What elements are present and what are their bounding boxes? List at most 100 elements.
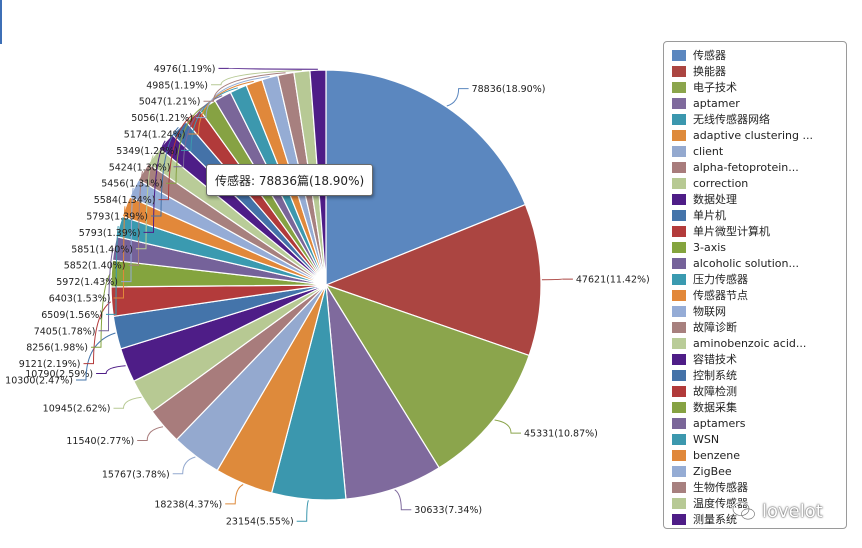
data-label: 4985(1.19%) xyxy=(146,80,208,91)
legend-swatch xyxy=(672,209,686,221)
legend-swatch xyxy=(672,465,686,477)
legend-item[interactable]: 换能器 xyxy=(672,63,846,79)
legend-item[interactable]: WSN xyxy=(672,431,846,447)
edge-accent xyxy=(0,0,2,44)
legend-swatch xyxy=(672,225,686,237)
legend-item[interactable]: 单片微型计算机 xyxy=(672,223,846,239)
legend-item[interactable]: 电子技术 xyxy=(672,79,846,95)
legend-swatch xyxy=(672,161,686,173)
tooltip: 传感器: 78836篇(18.90%) xyxy=(206,164,374,196)
leader-line xyxy=(113,396,142,409)
legend-label: 生物传感器 xyxy=(693,481,748,494)
legend-item[interactable]: 容错技术 xyxy=(672,351,846,367)
legend-item[interactable]: 压力传感器 xyxy=(672,271,846,287)
pie-slice[interactable] xyxy=(324,203,542,357)
data-label: 18238(4.37%) xyxy=(154,499,222,510)
legend-swatch xyxy=(672,113,686,125)
data-label: 5793(1.39%) xyxy=(86,212,148,223)
legend-item[interactable]: correction xyxy=(672,175,846,191)
legend-label: ZigBee xyxy=(693,464,732,478)
leader-line xyxy=(166,104,208,184)
legend-swatch xyxy=(672,81,686,93)
legend-swatch xyxy=(672,337,686,349)
data-label: 30633(7.34%) xyxy=(414,505,482,516)
data-label: 11540(2.77%) xyxy=(66,436,134,447)
legend-swatch xyxy=(672,417,686,429)
data-label: 15767(3.78%) xyxy=(102,469,170,480)
leader-line xyxy=(136,155,154,250)
data-label: 5852(1.40%) xyxy=(64,261,126,272)
leader-line xyxy=(128,170,143,266)
legend-item[interactable]: 生物传感器 xyxy=(672,479,846,495)
legend-item[interactable]: alcoholic solution... xyxy=(672,255,846,271)
legend-item[interactable]: 物联网 xyxy=(672,303,846,319)
legend-swatch xyxy=(672,401,686,413)
legend-swatch xyxy=(672,305,686,317)
legend-item[interactable]: 数据采集 xyxy=(672,399,846,415)
legend-item[interactable]: alpha-fetoprotein... xyxy=(672,159,846,175)
legend-swatch xyxy=(672,177,686,189)
legend-swatch xyxy=(672,289,686,301)
legend-label: benzene xyxy=(693,448,741,462)
legend: 传感器 换能器 电子技术 aptamer 无线传感器网络 adaptive cluster… xyxy=(663,41,847,529)
data-label: 78836(18.90%) xyxy=(472,84,546,95)
legend-item[interactable]: ZigBee xyxy=(672,463,846,479)
data-label: 5056(1.21%) xyxy=(131,113,193,124)
pie-slice[interactable] xyxy=(324,283,530,469)
data-label: 5047(1.21%) xyxy=(139,97,201,108)
data-label: 5851(1.40%) xyxy=(71,244,133,255)
leader-line xyxy=(181,87,238,151)
watermark: lovelot xyxy=(732,500,823,522)
leader-line xyxy=(296,500,309,522)
legend-item[interactable]: 传感器节点 xyxy=(672,287,846,303)
data-label: 47621(11.42%) xyxy=(576,275,650,286)
legend-item[interactable]: benzene xyxy=(672,447,846,463)
legend-label: 压力传感器 xyxy=(693,273,748,286)
legend-item[interactable]: client xyxy=(672,143,846,159)
pie-slice[interactable] xyxy=(325,284,440,500)
legend-label: alcoholic solution... xyxy=(693,256,799,270)
leader-line xyxy=(196,76,270,119)
legend-label: 容错技术 xyxy=(693,353,737,366)
legend-label: client xyxy=(693,144,724,158)
legend-label: 单片微型计算机 xyxy=(693,225,770,238)
legend-label: 数据处理 xyxy=(693,193,737,206)
legend-swatch xyxy=(672,193,686,205)
data-label: 5174(1.24%) xyxy=(124,130,186,141)
legend-swatch xyxy=(672,129,686,141)
data-label: 5972(1.43%) xyxy=(56,277,118,288)
legend-label: 传感器节点 xyxy=(693,289,748,302)
leader-line xyxy=(113,206,126,299)
leader-line xyxy=(203,72,286,102)
legend-item[interactable]: 故障检测 xyxy=(672,383,846,399)
data-label: 5456(1.31%) xyxy=(101,179,163,190)
legend-item[interactable]: 测量系统 xyxy=(672,511,846,527)
legend-item[interactable]: 故障诊断 xyxy=(672,319,846,335)
legend-item[interactable]: 传感器 xyxy=(672,47,846,63)
legend-swatch xyxy=(672,513,686,525)
leader-line xyxy=(83,301,111,365)
legend-swatch xyxy=(672,433,686,445)
legend-item[interactable]: 无线传感器网络 xyxy=(672,111,846,127)
legend-item[interactable]: 控制系统 xyxy=(672,367,846,383)
legend-item[interactable]: aptamer xyxy=(672,95,846,111)
legend-label: 3-axis xyxy=(693,240,727,254)
leader-line xyxy=(121,187,134,283)
legend-swatch xyxy=(672,273,686,285)
legend-swatch xyxy=(672,241,686,253)
leader-line xyxy=(494,419,521,434)
legend-item[interactable]: 数据处理 xyxy=(672,191,846,207)
data-label: 6403(1.53%) xyxy=(49,294,111,305)
legend-item[interactable]: aptamers xyxy=(672,415,846,431)
pie-slice[interactable] xyxy=(325,69,527,286)
legend-swatch xyxy=(672,257,686,269)
legend-item[interactable]: 3-axis xyxy=(672,239,846,255)
legend-item[interactable]: 单片机 xyxy=(672,207,846,223)
data-label: 7405(1.78%) xyxy=(34,326,96,337)
data-label: 9121(2.19%) xyxy=(19,359,81,370)
legend-label: correction xyxy=(693,176,749,190)
data-label: 4976(1.19%) xyxy=(154,64,216,75)
legend-item[interactable]: aminobenzoic acid... xyxy=(672,335,846,351)
legend-item[interactable]: adaptive clustering ... xyxy=(672,127,846,143)
legend-label: adaptive clustering ... xyxy=(693,128,813,142)
